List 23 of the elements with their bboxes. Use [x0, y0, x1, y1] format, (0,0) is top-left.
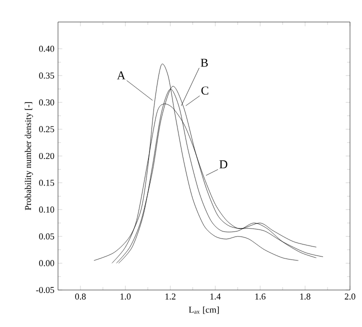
x-tick-label: 1.8 [300, 294, 310, 300]
text: B [200, 58, 208, 67]
y-tick-label: 0.00 [39, 260, 54, 266]
y-tick-label: 0.05 [39, 233, 54, 240]
x-tick-label: 0.8 [75, 294, 86, 300]
y-tick-label: 0.20 [39, 152, 54, 160]
x-tick-label: 1.6 [255, 294, 266, 300]
text: A [116, 71, 126, 80]
x-tick-label: 2.0 [344, 294, 356, 300]
x-tick-label: 1.2 [165, 294, 176, 300]
y-tick-label: -0.05 [36, 286, 54, 294]
y-tick-label: 0.30 [39, 99, 54, 106]
legend-label: D [219, 160, 228, 168]
x-axis-title: L$_{ax}$ [cm] [188, 306, 219, 314]
y-tick-label: 0.25 [39, 126, 54, 132]
x-tick-label: 1.4 [210, 294, 221, 300]
y-tick-label: 0.35 [39, 72, 54, 79]
x-tick-label: 1.0 [120, 294, 131, 300]
y-tick-label: 0.40 [39, 46, 54, 52]
y-tick-label: 0.10 [39, 206, 54, 213]
y-tick-label: 0.15 [39, 180, 54, 186]
y-axis-title: Probability number density [-] [24, 102, 33, 210]
series-label: C [201, 86, 208, 95]
